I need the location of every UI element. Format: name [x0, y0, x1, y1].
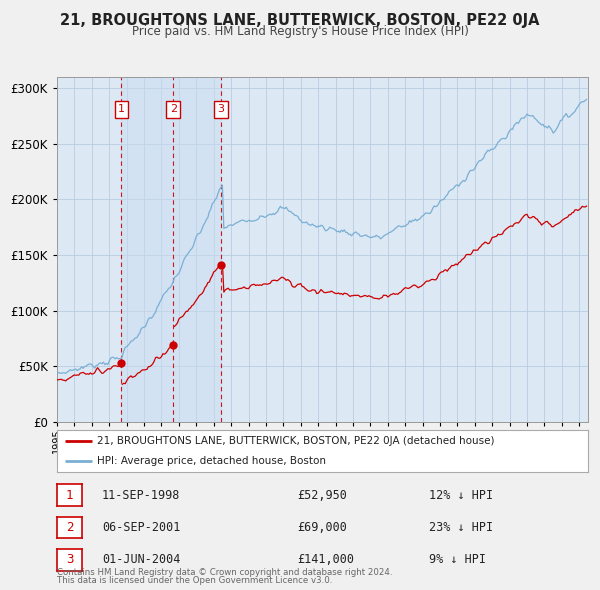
Text: 11-SEP-1998: 11-SEP-1998 — [102, 489, 181, 502]
Text: Price paid vs. HM Land Registry's House Price Index (HPI): Price paid vs. HM Land Registry's House … — [131, 25, 469, 38]
Text: Contains HM Land Registry data © Crown copyright and database right 2024.: Contains HM Land Registry data © Crown c… — [57, 568, 392, 577]
Text: 06-SEP-2001: 06-SEP-2001 — [102, 521, 181, 534]
Text: 23% ↓ HPI: 23% ↓ HPI — [429, 521, 493, 534]
Text: £141,000: £141,000 — [297, 553, 354, 566]
Text: 3: 3 — [66, 553, 73, 566]
Bar — [121, 77, 221, 422]
Text: 01-JUN-2004: 01-JUN-2004 — [102, 553, 181, 566]
Text: 1: 1 — [66, 489, 73, 502]
Text: 3: 3 — [218, 104, 224, 114]
Text: 2: 2 — [170, 104, 177, 114]
Text: 12% ↓ HPI: 12% ↓ HPI — [429, 489, 493, 502]
Text: 1: 1 — [118, 104, 125, 114]
Text: This data is licensed under the Open Government Licence v3.0.: This data is licensed under the Open Gov… — [57, 576, 332, 585]
Text: 21, BROUGHTONS LANE, BUTTERWICK, BOSTON, PE22 0JA (detached house): 21, BROUGHTONS LANE, BUTTERWICK, BOSTON,… — [97, 437, 494, 447]
Text: HPI: Average price, detached house, Boston: HPI: Average price, detached house, Bost… — [97, 457, 326, 466]
Text: £69,000: £69,000 — [297, 521, 347, 534]
Text: £52,950: £52,950 — [297, 489, 347, 502]
Text: 9% ↓ HPI: 9% ↓ HPI — [429, 553, 486, 566]
Text: 2: 2 — [66, 521, 73, 534]
Text: 21, BROUGHTONS LANE, BUTTERWICK, BOSTON, PE22 0JA: 21, BROUGHTONS LANE, BUTTERWICK, BOSTON,… — [60, 13, 540, 28]
